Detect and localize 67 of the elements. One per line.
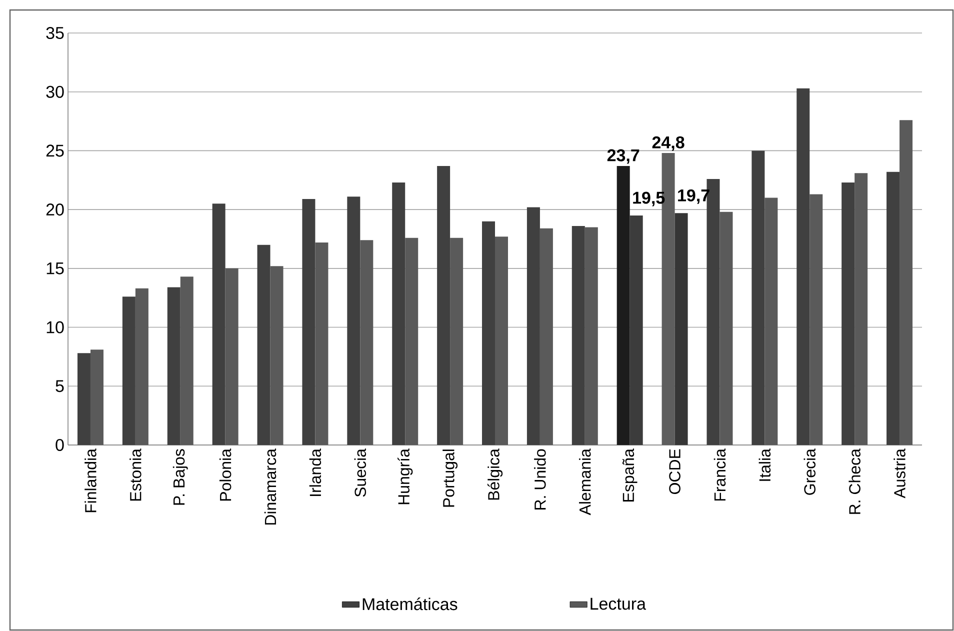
- bar: [90, 350, 104, 445]
- bar: [392, 182, 406, 445]
- x-tick-label: Suecia: [354, 448, 366, 497]
- y-tick-label: 15: [46, 262, 64, 274]
- bar: [315, 242, 328, 445]
- bar: [616, 166, 630, 445]
- x-tick-label: Austria: [894, 448, 906, 498]
- bar: [405, 238, 418, 445]
- bar: [482, 221, 496, 445]
- bar: [810, 194, 823, 445]
- bar: [347, 196, 360, 445]
- x-tick-label: P. Bajos: [172, 449, 188, 505]
- bar: [540, 228, 553, 445]
- bar: [764, 198, 778, 445]
- bar: [360, 240, 374, 445]
- x-tick-label: Hungría: [398, 448, 413, 504]
- bar: [180, 276, 194, 445]
- bar: [752, 150, 765, 445]
- x-tick-label: Italia: [758, 448, 771, 481]
- data-label: 24,8: [652, 136, 684, 151]
- y-tick-label: 5: [56, 380, 64, 392]
- y-tick-label: 20: [46, 204, 64, 216]
- x-tick-label: Polonia: [219, 448, 232, 501]
- bar: [450, 238, 464, 445]
- x-tick-label: Finlandia: [84, 448, 96, 512]
- bar: [212, 204, 226, 445]
- bar: [674, 213, 688, 445]
- y-tick-label: 30: [46, 86, 64, 98]
- bar: [854, 173, 868, 445]
- bar: [720, 212, 733, 445]
- bar: [77, 353, 90, 445]
- x-tick-label: OCDE: [669, 449, 680, 494]
- x-tick-label: Grecia: [804, 448, 816, 495]
- x-tick-label: Alemania: [579, 448, 591, 516]
- x-tick-label: Francia: [714, 448, 726, 501]
- bar: [630, 215, 643, 445]
- bar: [900, 120, 913, 445]
- bar: [167, 287, 180, 445]
- bar: [526, 207, 540, 445]
- bar: [270, 266, 284, 445]
- x-tick-label: Portugal: [442, 450, 458, 507]
- bar: [225, 268, 238, 445]
- legend-label: Matemáticas: [362, 598, 458, 610]
- bar: [584, 227, 598, 445]
- bar: [886, 172, 900, 445]
- legend-label: Lectura: [590, 598, 646, 610]
- y-tick-label: 10: [46, 321, 64, 334]
- bar: [122, 296, 136, 445]
- bar: [572, 226, 585, 445]
- x-tick-label: España: [622, 448, 638, 502]
- x-tick-label: Irlanda: [309, 448, 322, 496]
- x-tick-label: Dinamarca: [264, 448, 276, 525]
- bar: [135, 288, 148, 445]
- data-label: 23,7: [607, 149, 640, 164]
- y-tick-label: 25: [46, 144, 64, 157]
- bar: [495, 236, 508, 445]
- x-tick-label: R. Checa: [848, 448, 860, 514]
- bar: [796, 88, 810, 445]
- bar: [842, 182, 855, 445]
- y-tick-label: 0: [56, 438, 64, 452]
- y-tick-label: 35: [46, 26, 64, 40]
- bar: [257, 244, 270, 445]
- x-tick-label: Bélgica: [487, 448, 503, 500]
- bar: [302, 198, 316, 445]
- x-tick-label: Estonia: [130, 448, 142, 501]
- bar: [437, 166, 450, 445]
- x-tick-label: R. Unido: [534, 449, 546, 510]
